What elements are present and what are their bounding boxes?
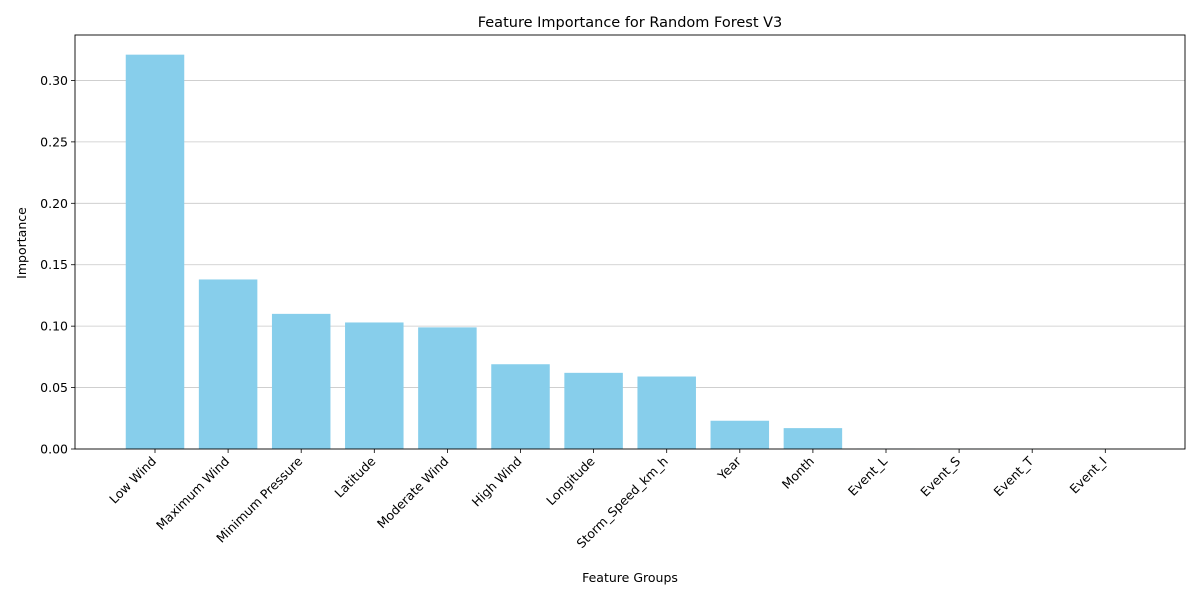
axes-layer [74, 34, 1186, 450]
bar [198, 279, 258, 449]
x-tick-label: Event_L [845, 453, 890, 498]
x-tick-label: Maximum Wind [153, 454, 232, 533]
y-axis-label: Importance [14, 207, 29, 279]
y-tick-label: 0.30 [40, 73, 68, 88]
bar [345, 322, 404, 449]
y-tick-label: 0.25 [40, 134, 68, 149]
x-tick-label: Latitude [331, 453, 378, 500]
x-tick-label: Month [779, 454, 817, 492]
x-axis-label: Feature Groups [582, 570, 678, 585]
grid-layer [75, 80, 1185, 388]
bar [125, 54, 185, 449]
bar [637, 376, 696, 449]
bar [564, 372, 623, 449]
x-tick-label: Low Wind [106, 454, 159, 507]
x-tick-label: High Wind [469, 454, 525, 510]
chart-title: Feature Importance for Random Forest V3 [478, 15, 783, 31]
bars-layer [125, 54, 1135, 449]
bar [271, 313, 331, 449]
axes-frame [74, 34, 1186, 450]
bar [710, 420, 770, 449]
x-tick-label: Year [714, 453, 745, 484]
y-tick-label: 0.05 [40, 380, 68, 395]
bar [783, 428, 843, 449]
y-tick-label: 0.10 [40, 319, 68, 334]
bar [418, 327, 477, 449]
x-tick-label: Event_T [991, 453, 1037, 499]
x-tick-label: Event_S [917, 453, 963, 499]
y-tick-label: 0.15 [40, 257, 68, 272]
bar [491, 364, 550, 449]
y-tick-label: 0.20 [40, 196, 68, 211]
x-tick-label: Moderate Wind [374, 454, 452, 532]
x-tick-label: Longitude [543, 453, 598, 508]
x-tick-label: Event_I [1066, 454, 1109, 497]
y-tick-label: 0.00 [40, 442, 68, 457]
